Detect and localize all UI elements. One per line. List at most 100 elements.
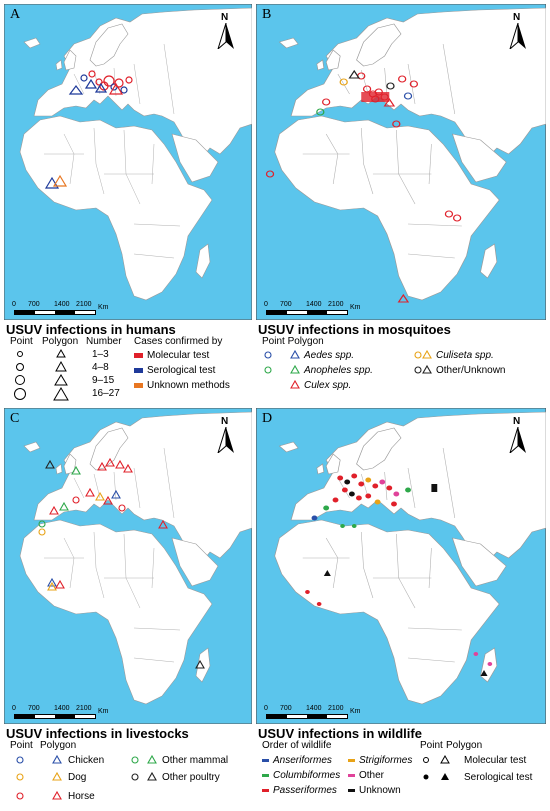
scale-tick-label: 1400: [54, 301, 70, 308]
order-label: Unknown: [359, 785, 401, 796]
wildlife-point: [332, 497, 339, 503]
case-point: [120, 86, 128, 94]
map-wildlife: [256, 408, 546, 724]
livestock-point: [38, 520, 46, 528]
livestock-polygon: [59, 501, 69, 511]
north-arrow: N: [508, 12, 528, 49]
wildlife-point-header: Point: [420, 740, 443, 751]
livestock-polygon: [85, 487, 95, 497]
livestock-polygon: [195, 659, 205, 669]
order-label: Strigiformes: [359, 755, 413, 766]
map-mosquitoes: [256, 4, 546, 320]
livestock-dog: Dog: [68, 772, 87, 783]
livestock-polygon: [45, 459, 55, 469]
mosquito-point: [339, 78, 348, 86]
wildlife-order-header: Order of wildlife: [262, 740, 332, 751]
swatch: [134, 383, 143, 388]
scale-unit: Km: [98, 708, 109, 715]
wildlife-point: [405, 487, 411, 493]
north-label: N: [513, 12, 521, 23]
scale-tick-label: 700: [280, 705, 292, 712]
mosquito-polygon: [397, 293, 410, 303]
mosquito-point: [322, 98, 331, 106]
wildlife-polygon: [480, 670, 488, 676]
wildlife-strigiformes: Strigiformes: [348, 755, 412, 766]
humans-number-header: Number: [86, 336, 122, 347]
panel-letter: C: [10, 411, 20, 426]
north-label: N: [221, 416, 229, 427]
wildlife-markers: [305, 473, 493, 676]
scale-tick-label: 0: [12, 301, 16, 308]
wildlife-point: [358, 481, 365, 487]
wildlife-point: [374, 499, 381, 505]
mosquito-point: [452, 214, 462, 222]
humans-confirmed-header: Cases confirmed by: [134, 336, 223, 347]
mosquito-other: Other/Unknown: [436, 365, 506, 376]
wildlife-polygon: [431, 484, 438, 492]
north-arrow: N: [508, 416, 528, 453]
swatch: [348, 774, 355, 777]
humans-number-4: 16–27: [92, 388, 120, 399]
order-label: Passeriformes: [273, 785, 337, 796]
wildlife-point: [487, 662, 493, 666]
method-label: Serological test: [147, 365, 216, 376]
wildlife-test-symbols: [423, 754, 450, 780]
map-livestock: [4, 408, 252, 724]
mosquito-aedes: Aedes spp.: [304, 350, 355, 361]
wildlife-other: Other: [348, 770, 384, 781]
wildlife-polygon-header: Polygon: [446, 740, 483, 751]
panel-letter: D: [262, 411, 273, 426]
mosquito-point: [409, 80, 419, 88]
north-label: N: [513, 416, 521, 427]
humans-method-serological: Serological test: [134, 365, 215, 376]
wildlife-point: [365, 477, 372, 483]
mosquito-point: [386, 82, 395, 90]
wildlife-point: [355, 495, 362, 501]
livestock-horse: Horse: [68, 791, 95, 802]
humans-polygon-header: Polygon: [42, 336, 79, 347]
swatch: [134, 353, 143, 358]
scale-tick-label: 700: [28, 705, 40, 712]
mosquito-symbols: [264, 349, 432, 389]
humans-method-molecular: Molecular test: [134, 350, 209, 361]
wildlife-point: [348, 491, 355, 497]
wildlife-anseriformes: Anseriformes: [262, 755, 332, 766]
mosquito-point: [403, 92, 413, 100]
wildlife-point: [391, 501, 397, 507]
wildlife-columbiformes: Columbiformes: [262, 770, 340, 781]
wildlife-point: [337, 475, 344, 481]
swatch: [262, 759, 269, 762]
north-arrow: N: [216, 416, 236, 453]
case-point: [88, 70, 96, 78]
case-polygon: [84, 78, 98, 89]
livestock-polygon: [111, 489, 121, 499]
livestock-point: [72, 496, 80, 504]
swatch: [348, 789, 355, 792]
humans-number-1: 1–3: [92, 349, 109, 360]
wildlife-point: [379, 479, 386, 485]
scale-tick-label: 2100: [328, 705, 344, 712]
livestock-point-header: Point: [10, 740, 33, 751]
mosquito-culex: Culex spp.: [304, 380, 352, 391]
livestock-symbols: [16, 754, 157, 800]
mosquitoes-title: USUV infections in mosquitoes: [258, 322, 451, 337]
wildlife-point: [473, 652, 479, 656]
livestock-polygon: [47, 577, 57, 587]
livestock-polygon: [103, 495, 113, 505]
scale-bar: 0 700 1400 2100 Km: [12, 301, 132, 317]
humans-number-3: 9–15: [92, 375, 115, 386]
mosquito-anopheles: Anopheles spp.: [304, 365, 373, 376]
scale-tick-label: 1400: [54, 705, 70, 712]
wildlife-point: [311, 515, 318, 521]
scale-unit: Km: [98, 304, 109, 311]
wildlife-title: USUV infections in wildlife: [258, 726, 422, 741]
order-label: Anseriformes: [273, 755, 332, 766]
scale-unit: Km: [350, 708, 361, 715]
wildlife-molecular: Molecular test: [464, 755, 527, 766]
livestock-point: [38, 528, 46, 536]
livestock-other-poultry: Other poultry: [162, 772, 220, 783]
livestock-polygon: [97, 461, 107, 471]
wildlife-serological: Serological test: [464, 772, 533, 783]
method-label: Molecular test: [147, 350, 210, 361]
scale-bar: 0 700 1400 2100 Km: [264, 705, 384, 721]
